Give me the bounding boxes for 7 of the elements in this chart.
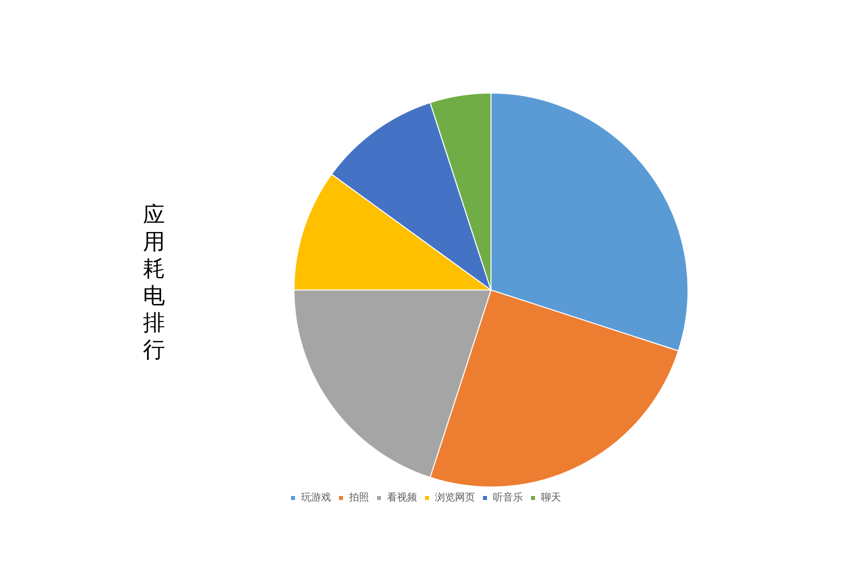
legend-label: 听音乐 xyxy=(493,492,523,504)
legend-label: 看视频 xyxy=(387,492,417,504)
legend-label: 浏览网页 xyxy=(435,492,475,504)
text: 应用耗电排行 xyxy=(143,203,165,363)
legend-label: 玩游戏 xyxy=(301,492,331,504)
legend-label: 聊天 xyxy=(541,492,561,504)
legend-label: 拍照 xyxy=(348,492,369,504)
